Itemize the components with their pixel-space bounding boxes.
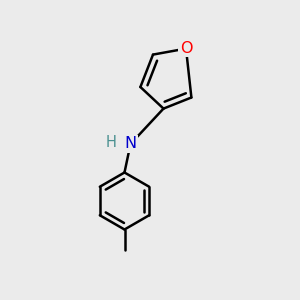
Text: O: O bbox=[180, 41, 192, 56]
Text: N: N bbox=[124, 136, 136, 152]
Text: H: H bbox=[106, 135, 116, 150]
